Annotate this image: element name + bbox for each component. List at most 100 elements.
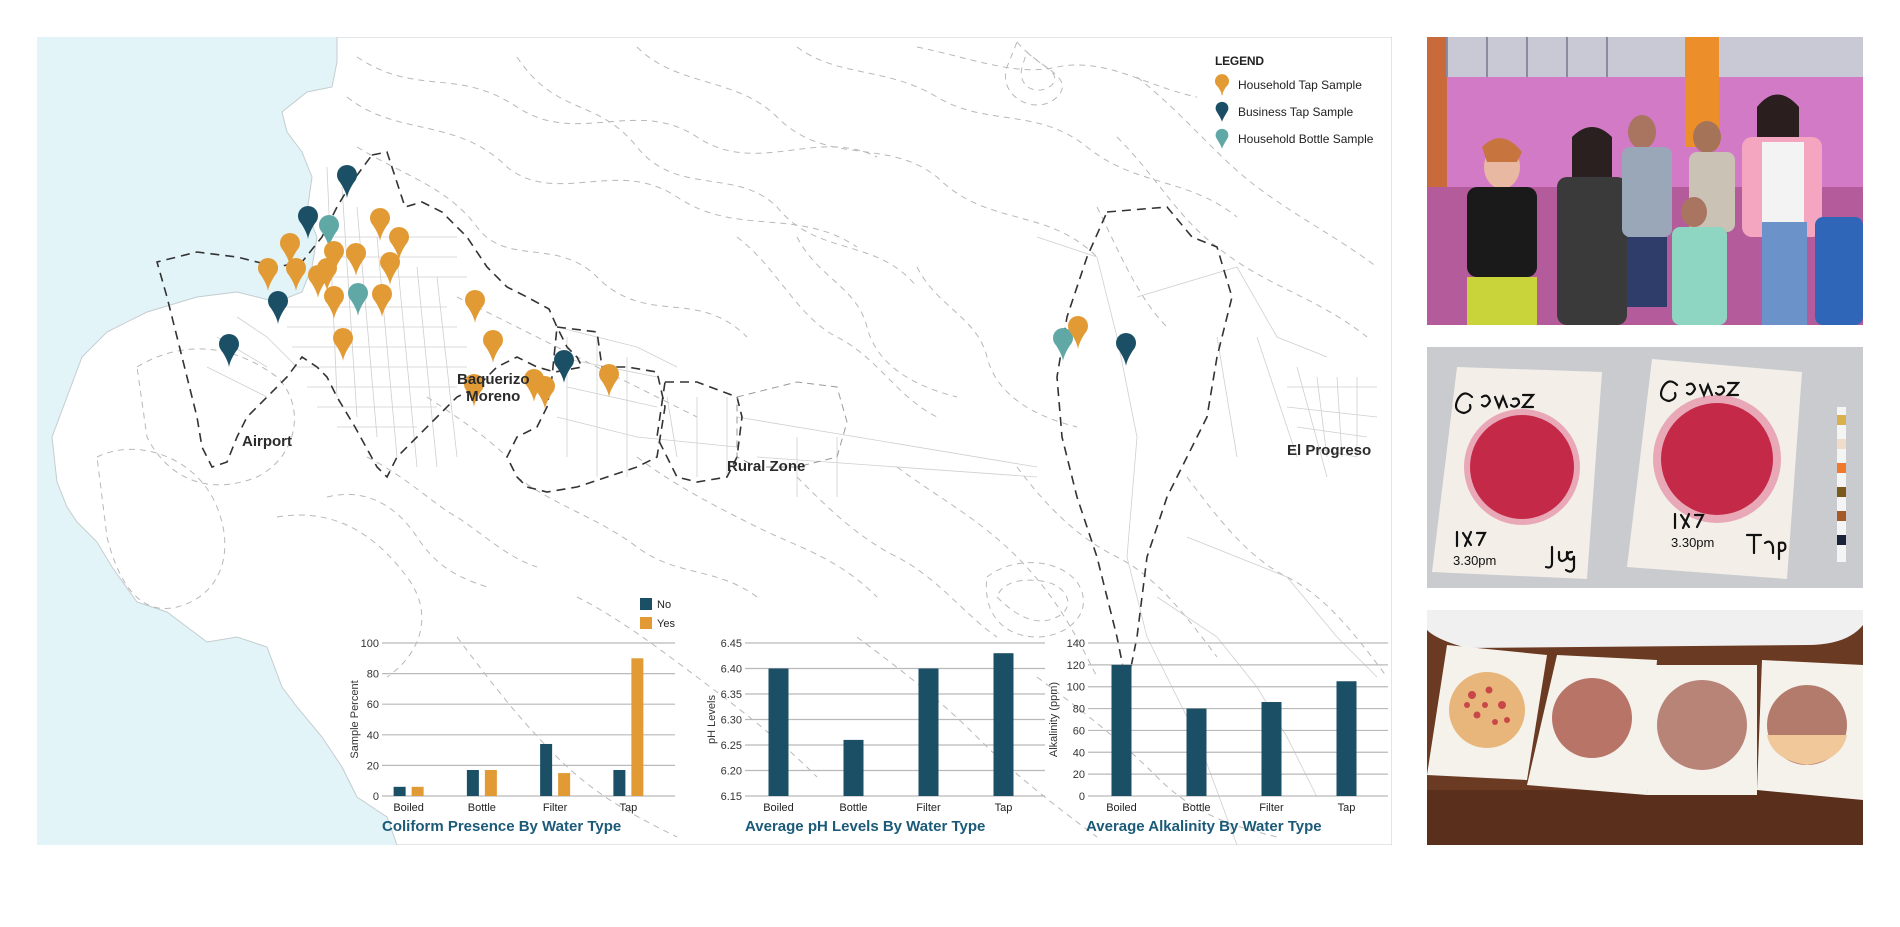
map-pin-icon	[346, 243, 366, 276]
y-tick-label: 100	[361, 638, 379, 650]
map-pin-icon	[1068, 316, 1088, 349]
contour-lines	[96, 41, 1388, 838]
ph-chart-svg: 6.15 6.20 6.25 6.30 6.35 6.40 6.45 pH Levels Boi…	[706, 638, 1045, 814]
y-tick-label: 140	[1067, 638, 1085, 650]
business-tap-pin[interactable]	[1115, 332, 1137, 366]
business-tap-pin[interactable]	[218, 333, 240, 367]
place-label-el-progreso: El Progreso	[1287, 442, 1372, 459]
map-pin-icon	[280, 233, 300, 266]
x-tick-label: Bottle	[839, 802, 867, 814]
household-tap-pin[interactable]	[323, 285, 345, 319]
bar-no-bottle	[466, 769, 479, 796]
business-tap-pin[interactable]	[267, 290, 289, 324]
photo-petrifilm-four-plates-image	[1427, 610, 1863, 845]
map-pin-icon	[298, 206, 318, 239]
y-tick-label: 80	[1073, 704, 1085, 716]
household-tap-pin[interactable]	[369, 207, 391, 241]
x-tick-label: Tap	[995, 802, 1013, 814]
x-tick-label: Bottle	[468, 802, 496, 814]
map-pin-icon	[554, 350, 574, 383]
y-axis-label: Sample Percent	[349, 680, 361, 758]
household-tap-pin[interactable]	[534, 375, 556, 409]
rural-boundary	[736, 381, 848, 468]
photo-petrifilm-four-plates	[1427, 610, 1863, 845]
map-pin-icon	[380, 252, 400, 285]
map-pin-icon	[465, 290, 485, 323]
photo-volunteers-children	[1427, 37, 1863, 325]
x-tick-label: Filter	[916, 802, 941, 814]
map[interactable]: Airport Baquerizo Moreno Rural Zone El P…	[37, 37, 1392, 845]
legend-item-household-bottle: Household Bottle Sample	[1215, 125, 1373, 152]
coliform-chart: 0 20 40 60 80 100 Sample Percent Boiled Bottle Fi…	[340, 590, 680, 840]
household-tap-pin[interactable]	[332, 327, 354, 361]
svg-text:3.30pm: 3.30pm	[1671, 535, 1714, 550]
map-pin-icon	[258, 258, 278, 291]
map-pin-teal-icon	[1215, 128, 1229, 149]
household-tap-pin[interactable]	[463, 373, 485, 407]
legend-title: LEGEND	[1215, 54, 1264, 68]
map-pin-icon	[464, 374, 484, 407]
household-bottle-pin[interactable]	[1052, 327, 1074, 361]
chart-title: Average Alkalinity By Water Type	[1086, 818, 1322, 835]
place-label-airport: Airport	[242, 433, 292, 450]
map-pin-icon	[599, 364, 619, 397]
legend-label-yes: Yes	[657, 618, 675, 630]
household-bottle-pin[interactable]	[347, 282, 369, 316]
map-pin-icon	[370, 208, 390, 241]
household-tap-pin[interactable]	[285, 257, 307, 291]
y-tick-label: 80	[367, 669, 379, 681]
legend-item-business-tap: Business Tap Sample	[1215, 98, 1373, 125]
business-tap-pin[interactable]	[336, 164, 358, 198]
coliform-chart-svg: 0 20 40 60 80 100 Sample Percent Boiled Bottle Fi…	[349, 598, 675, 814]
x-tick-label: Filter	[1259, 802, 1284, 814]
y-tick-label: 0	[1079, 791, 1085, 803]
y-tick-label: 40	[367, 730, 379, 742]
map-pin-orange-icon	[1215, 73, 1229, 95]
bar-alkalinity-tap	[1336, 681, 1357, 796]
bar-ph-boiled	[768, 668, 789, 796]
household-tap-pin[interactable]	[371, 283, 393, 317]
alkalinity-chart-svg: 0 20 40 60 80 100 120 140 Alkalinity (ppm) Boiled…	[1048, 638, 1388, 814]
x-tick-label: Boiled	[763, 802, 794, 814]
y-tick-label: 6.30	[721, 715, 742, 727]
x-tick-label: Boiled	[393, 802, 424, 814]
y-tick-label: 120	[1067, 660, 1085, 672]
household-tap-pin[interactable]	[257, 257, 279, 291]
map-pin-icon	[1053, 328, 1073, 361]
bar-alkalinity-boiled	[1111, 664, 1132, 796]
legend-label: Household Tap Sample	[1238, 77, 1362, 92]
bar-no-boiled	[393, 786, 406, 796]
household-tap-pin[interactable]	[379, 251, 401, 285]
map-pin-icon	[348, 283, 368, 316]
household-tap-pin[interactable]	[388, 226, 410, 260]
place-label-baquerizo: Baquerizo	[457, 371, 530, 388]
household-tap-pin[interactable]	[345, 242, 367, 276]
household-bottle-pin[interactable]	[318, 214, 340, 248]
map-pin-icon	[308, 265, 328, 298]
business-tap-pin[interactable]	[553, 349, 575, 383]
x-tick-label: Filter	[543, 802, 568, 814]
household-tap-pin[interactable]	[482, 329, 504, 363]
household-tap-pin[interactable]	[1067, 315, 1089, 349]
bar-yes-boiled	[411, 786, 424, 796]
y-tick-label: 6.25	[721, 740, 742, 752]
map-legend: LEGEND Household Tap Sample Business Tap…	[1215, 54, 1373, 152]
y-tick-label: 100	[1067, 682, 1085, 694]
household-tap-pin[interactable]	[279, 232, 301, 266]
household-tap-pin[interactable]	[598, 363, 620, 397]
y-tick-label: 0	[373, 791, 379, 803]
x-tick-label: Tap	[620, 802, 638, 814]
bar-ph-tap	[993, 653, 1014, 796]
household-tap-pin[interactable]	[307, 264, 329, 298]
business-tap-pin[interactable]	[297, 205, 319, 239]
map-pin-icon	[268, 291, 288, 324]
map-pin-icon	[219, 334, 239, 367]
y-tick-label: 60	[1073, 725, 1085, 737]
bar-yes-tap	[631, 658, 644, 796]
y-tick-label: 6.45	[721, 638, 742, 650]
map-pin-icon	[286, 258, 306, 291]
photo-petrifilm-jug-tap: 3.30pm 3.30pm	[1427, 347, 1863, 588]
map-base	[37, 37, 1392, 845]
household-tap-pin[interactable]	[464, 289, 486, 323]
y-tick-label: 6.20	[721, 766, 742, 778]
